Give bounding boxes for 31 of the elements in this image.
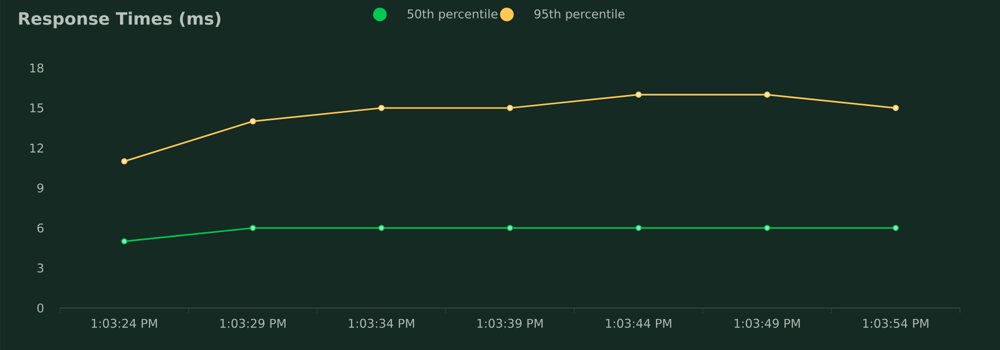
y-tick-label: 0 [37,303,44,313]
point [378,104,385,112]
point [635,92,642,98]
y-tick-label: 18 [30,63,44,73]
x-tick-label: 1:03:49 PM [734,318,800,328]
point [506,224,514,232]
y-tick-label: 6 [37,223,44,233]
legend-label: 95th percentile [534,9,624,21]
legend-label: 50th percentile [408,9,498,21]
point [892,224,899,232]
x-tick-label: 1:03:44 PM [606,318,672,328]
x-tick-label: 1:03:24 PM [92,318,157,328]
point [506,104,514,112]
point [250,224,256,232]
point [121,238,128,244]
chart-title: Response Times (ms) [19,12,220,28]
x-tick-label: 1:03:29 PM [220,318,286,328]
x-tick-label: 1:03:54 PM [863,318,928,328]
x-tick-label: 1:03:39 PM [477,318,543,328]
y-tick-label: 12 [30,144,44,152]
point [250,118,256,124]
point [764,92,770,98]
point [764,224,770,232]
point [121,158,128,164]
point [378,224,385,232]
x-tick-label: 1:03:34 PM [348,318,414,328]
y-tick-label: 15 [30,104,44,112]
y-tick-label: 9 [37,183,44,193]
point [635,224,642,232]
y-tick-label: 3 [37,263,44,273]
point [892,104,899,112]
